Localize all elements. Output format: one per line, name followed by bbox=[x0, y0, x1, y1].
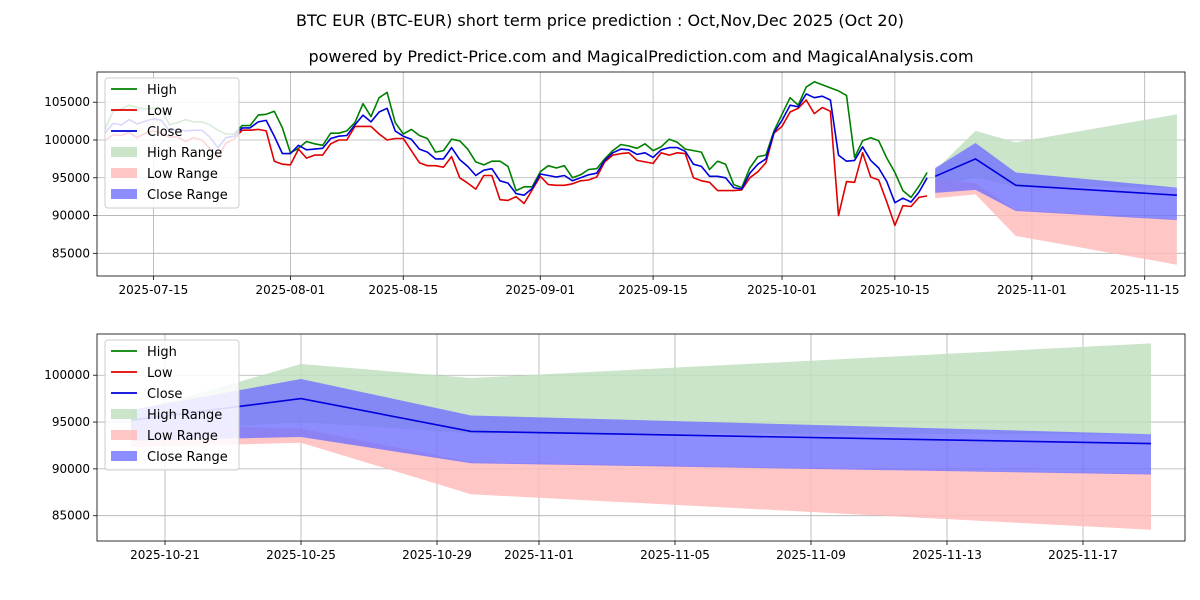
chart-subtitle: powered by Predict-Price.com and Magical… bbox=[308, 47, 973, 66]
top-low-range-band bbox=[935, 179, 1177, 265]
top-close-line bbox=[104, 93, 928, 204]
top-legend-label: Close Range bbox=[147, 188, 228, 203]
top-low-line bbox=[104, 99, 928, 227]
bottom-chart-panel: 2025-10-21 2025-10-25 2025-10-29 2025-11-01… bbox=[44, 333, 1186, 562]
top-legend-label: Close bbox=[147, 125, 182, 140]
bottom-axes-frame bbox=[96, 333, 1186, 542]
top-chart-panel: 2025-07-15 2025-08-01 2025-08-15 2025-09-01… bbox=[44, 71, 1186, 297]
top-legend-swatch bbox=[111, 168, 137, 178]
top-legend-swatch bbox=[111, 189, 137, 199]
top-forecast-close-line bbox=[934, 157, 1177, 196]
top-x-tick-label: 2025-10-01 bbox=[747, 283, 817, 297]
bottom-x-tick-label: 2025-11-05 bbox=[640, 548, 710, 562]
top-axes-frame bbox=[96, 71, 1186, 277]
bottom-x-tick-label: 2025-10-29 bbox=[402, 548, 472, 562]
bottom-plot-area bbox=[130, 343, 1152, 530]
bottom-y-tick-label: 95000 bbox=[52, 415, 90, 429]
bottom-y-tick-label: 100000 bbox=[44, 368, 90, 382]
top-x-tick-label: 2025-11-01 bbox=[997, 283, 1067, 297]
bottom-x-tick-label: 2025-11-13 bbox=[912, 548, 982, 562]
top-legend: High Low Close High Range Low Range Close Ran… bbox=[104, 77, 240, 209]
top-y-tick-label: 85000 bbox=[52, 246, 90, 260]
bottom-close-range-band bbox=[131, 379, 1151, 475]
top-x-tick-label: 2025-09-01 bbox=[505, 283, 575, 297]
top-x-tick-label: 2025-08-01 bbox=[256, 283, 326, 297]
bottom-legend-swatch bbox=[111, 409, 137, 419]
bottom-legend-label: High bbox=[147, 345, 177, 360]
top-legend-label: Low Range bbox=[147, 167, 218, 182]
top-legend-box bbox=[104, 77, 240, 209]
top-x-tick-label: 2025-08-15 bbox=[368, 283, 438, 297]
top-plot-area bbox=[104, 81, 1177, 265]
bottom-x-tick-label: 2025-11-17 bbox=[1048, 548, 1118, 562]
bottom-legend-label: Close Range bbox=[147, 450, 228, 465]
bottom-x-tick-label: 2025-10-21 bbox=[130, 548, 200, 562]
top-y-tick-label: 90000 bbox=[52, 209, 90, 223]
bottom-legend-swatch bbox=[111, 451, 137, 461]
top-y-tick-label: 95000 bbox=[52, 171, 90, 185]
top-legend-label: High bbox=[147, 83, 177, 98]
top-legend-swatch bbox=[111, 147, 137, 157]
bottom-legend: High Low Close High Range Low Range Close Ran… bbox=[104, 339, 240, 471]
bottom-legend-label: Close bbox=[147, 387, 182, 402]
top-x-tick-label: 2025-07-15 bbox=[119, 283, 189, 297]
bottom-x-tick-label: 2025-11-01 bbox=[504, 548, 574, 562]
bottom-y-tick-label: 85000 bbox=[52, 509, 90, 523]
bottom-legend-label: High Range bbox=[147, 408, 222, 423]
top-high-line bbox=[104, 81, 928, 199]
top-x-tick-label: 2025-11-15 bbox=[1110, 283, 1180, 297]
top-x-tick-label: 2025-09-15 bbox=[618, 283, 688, 297]
top-y-tick-label: 100000 bbox=[44, 133, 90, 147]
bottom-low-range-band bbox=[131, 423, 1151, 530]
bottom-legend-box bbox=[104, 339, 240, 471]
bottom-x-tick-label: 2025-10-25 bbox=[266, 548, 336, 562]
bottom-y-tick-label: 90000 bbox=[52, 462, 90, 476]
top-legend-label: High Range bbox=[147, 146, 222, 161]
bottom-x-tick-label: 2025-11-09 bbox=[776, 548, 846, 562]
chart-title: BTC EUR (BTC-EUR) short term price predi… bbox=[296, 11, 904, 30]
top-close-range-band bbox=[935, 143, 1177, 221]
bottom-legend-label: Low bbox=[147, 366, 173, 381]
top-x-tick-label: 2025-10-15 bbox=[860, 283, 930, 297]
bottom-legend-label: Low Range bbox=[147, 429, 218, 444]
bottom-legend-swatch bbox=[111, 430, 137, 440]
top-y-tick-label: 105000 bbox=[44, 95, 90, 109]
top-legend-label: Low bbox=[147, 104, 173, 119]
